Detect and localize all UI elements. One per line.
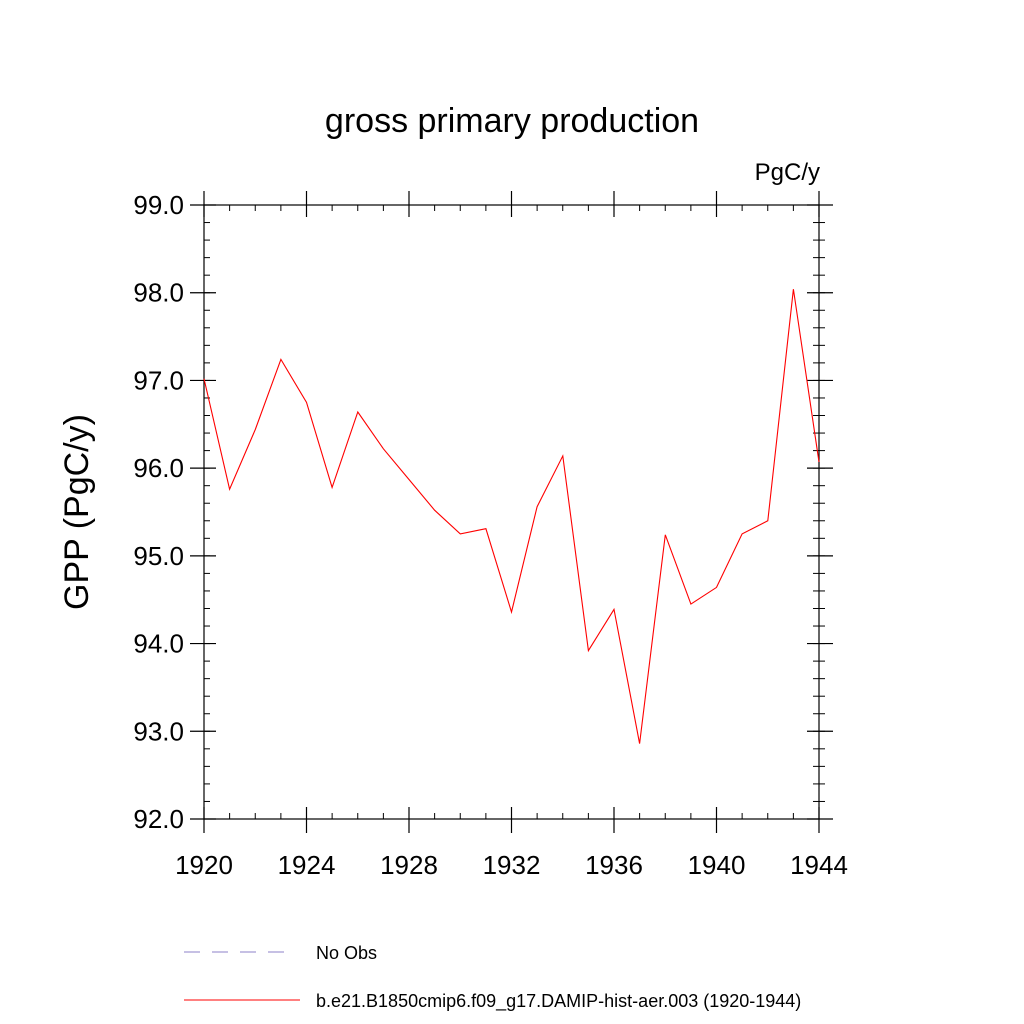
y-tick-label: 96.0	[133, 453, 184, 483]
series-line-0	[203, 289, 820, 744]
y-tick-label: 94.0	[133, 629, 184, 659]
chart-title: gross primary production	[325, 102, 699, 140]
y-tick-label: 98.0	[133, 278, 184, 308]
y-tick-label: 97.0	[133, 365, 184, 395]
legend-label-0: No Obs	[316, 943, 377, 963]
x-tick-label: 1932	[483, 850, 541, 880]
y-tick-label: 95.0	[133, 541, 184, 571]
x-tick-label: 1944	[790, 850, 848, 880]
legend: No Obs b.e21.B1850cmip6.f09_g17.DAMIP-his…	[184, 943, 801, 1012]
y-tick-labels: 92.0 93.0 94.0 95.0 96.0 97.0 98.0 99.0	[133, 190, 184, 834]
y-tick-label: 92.0	[133, 804, 184, 834]
major-ticks	[190, 191, 833, 833]
x-tick-labels: 1920 1924 1928 1932 1936 1940 1944	[175, 850, 848, 880]
series-lines	[203, 289, 820, 744]
y-tick-label: 99.0	[133, 190, 184, 220]
minor-ticks	[203, 204, 825, 820]
x-tick-label: 1924	[278, 850, 336, 880]
plot-frame	[203, 204, 820, 820]
x-tick-label: 1920	[175, 850, 233, 880]
y-tick-label: 93.0	[133, 716, 184, 746]
legend-label-1: b.e21.B1850cmip6.f09_g17.DAMIP-hist-aer.…	[316, 991, 801, 1012]
x-tick-label: 1936	[585, 850, 643, 880]
x-tick-label: 1928	[380, 850, 438, 880]
x-tick-label: 1940	[688, 850, 746, 880]
units-label: PgC/y	[755, 159, 820, 186]
y-axis-label: GPP (PgC/y)	[58, 414, 96, 610]
